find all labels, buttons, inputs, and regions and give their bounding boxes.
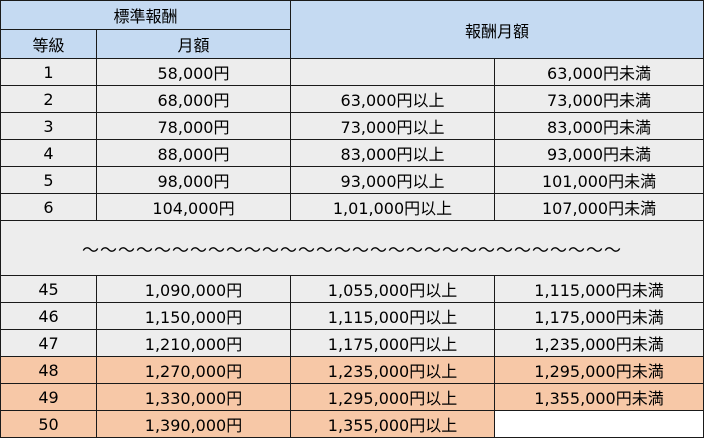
range-to-cell: 73,000円未満 [494, 85, 704, 113]
amount-cell: 58,000円 [95, 58, 292, 86]
grade-cell: 45 [0, 275, 97, 303]
amount-cell: 1,270,000円 [95, 356, 292, 384]
table-row: 2 68,000円 63,000円以上 73,000円未満 [0, 85, 704, 113]
range-from-cell: 1,235,000円以上 [290, 356, 496, 384]
range-to-cell: 1,175,000円未満 [494, 302, 704, 330]
table-row-highlighted: 49 1,330,000円 1,295,000円以上 1,355,000円未満 [0, 383, 704, 411]
grade-cell: 47 [0, 329, 97, 357]
range-to-cell: 63,000円未満 [494, 58, 704, 86]
grade-cell: 1 [0, 58, 97, 86]
amount-cell: 104,000円 [95, 193, 292, 221]
range-from-cell: 1,01,000円以上 [290, 193, 496, 221]
amount-cell: 1,390,000円 [95, 410, 292, 438]
amount-cell: 1,090,000円 [95, 275, 292, 303]
grade-cell: 6 [0, 193, 97, 221]
range-to-cell: 1,115,000円未満 [494, 275, 704, 303]
grade-header: 等級 [0, 29, 97, 59]
table-row: 45 1,090,000円 1,055,000円以上 1,115,000円未満 [0, 275, 704, 303]
omitted-rows-separator: ～～～～～～～～～～～～～～～～～～～～～～～～～～～～～～ [0, 220, 704, 276]
range-from-cell: 63,000円以上 [290, 85, 496, 113]
table-row: 4 88,000円 83,000円以上 93,000円未満 [0, 139, 704, 167]
standard-pay-header: 標準報酬 [0, 0, 292, 30]
range-from-cell: 1,115,000円以上 [290, 302, 496, 330]
range-from-cell [290, 58, 496, 86]
amount-cell: 1,330,000円 [95, 383, 292, 411]
range-from-cell: 73,000円以上 [290, 112, 496, 140]
range-from-cell: 1,355,000円以上 [290, 410, 496, 438]
amount-cell: 1,210,000円 [95, 329, 292, 357]
grade-cell: 48 [0, 356, 97, 384]
table-row: 1 58,000円 63,000円未満 [0, 58, 704, 86]
table-row-highlighted: 48 1,270,000円 1,235,000円以上 1,295,000円未満 [0, 356, 704, 384]
range-to-cell: 93,000円未満 [494, 139, 704, 167]
table-row: 6 104,000円 1,01,000円以上 107,000円未満 [0, 193, 704, 221]
amount-cell: 88,000円 [95, 139, 292, 167]
range-to-cell [494, 410, 704, 438]
range-from-cell: 1,055,000円以上 [290, 275, 496, 303]
range-to-cell: 1,235,000円未満 [494, 329, 704, 357]
range-from-cell: 83,000円以上 [290, 139, 496, 167]
range-to-cell: 83,000円未満 [494, 112, 704, 140]
grade-cell: 50 [0, 410, 97, 438]
grade-cell: 4 [0, 139, 97, 167]
grade-cell: 2 [0, 85, 97, 113]
table-row-highlighted: 50 1,390,000円 1,355,000円以上 [0, 410, 704, 438]
grade-cell: 5 [0, 166, 97, 194]
range-from-cell: 93,000円以上 [290, 166, 496, 194]
monthly-pay-range-header: 報酬月額 [290, 0, 704, 59]
amount-cell: 1,150,000円 [95, 302, 292, 330]
table-row: 46 1,150,000円 1,115,000円以上 1,175,000円未満 [0, 302, 704, 330]
monthly-amount-header: 月額 [95, 29, 292, 59]
grade-cell: 3 [0, 112, 97, 140]
range-from-cell: 1,295,000円以上 [290, 383, 496, 411]
table-row: 3 78,000円 73,000円以上 83,000円未満 [0, 112, 704, 140]
table-row: 47 1,210,000円 1,175,000円以上 1,235,000円未満 [0, 329, 704, 357]
grade-cell: 49 [0, 383, 97, 411]
grade-cell: 46 [0, 302, 97, 330]
range-from-cell: 1,175,000円以上 [290, 329, 496, 357]
amount-cell: 98,000円 [95, 166, 292, 194]
ellipsis-text: ～～～～～～～～～～～～～～～～～～～～～～～～～～～～～～ [0, 220, 704, 276]
table-row: 5 98,000円 93,000円以上 101,000円未満 [0, 166, 704, 194]
range-to-cell: 1,355,000円未満 [494, 383, 704, 411]
range-to-cell: 107,000円未満 [494, 193, 704, 221]
amount-cell: 78,000円 [95, 112, 292, 140]
range-to-cell: 101,000円未満 [494, 166, 704, 194]
range-to-cell: 1,295,000円未満 [494, 356, 704, 384]
amount-cell: 68,000円 [95, 85, 292, 113]
